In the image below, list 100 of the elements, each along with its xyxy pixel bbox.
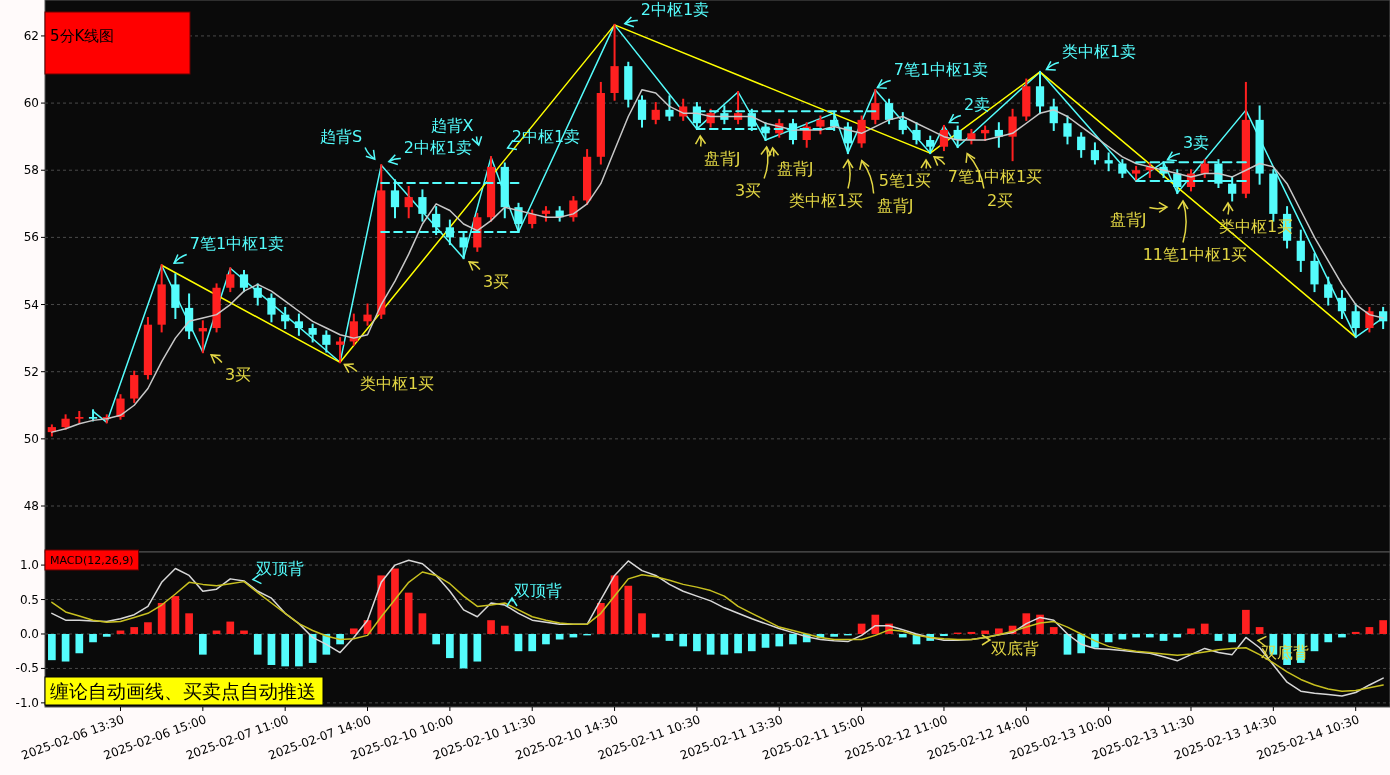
bar	[775, 633, 784, 647]
annotation: 缠论自动画线、买卖点自动推送	[50, 680, 316, 702]
bar	[1187, 628, 1195, 634]
bar	[1255, 627, 1264, 634]
candlestick	[871, 88, 880, 125]
bar	[1310, 633, 1319, 652]
bar	[102, 633, 111, 637]
y-tick-label: 54	[23, 297, 39, 312]
annotation: 盘背J	[1109, 209, 1147, 229]
candlestick	[239, 269, 249, 293]
bar	[377, 575, 386, 634]
bar	[789, 633, 797, 645]
y-tick-label: 58	[23, 163, 39, 178]
bar	[89, 633, 97, 643]
candlestick	[418, 189, 427, 222]
chart-title: MACD(12,26,9)	[50, 553, 134, 567]
candlestick	[1337, 290, 1347, 319]
bar	[1049, 627, 1058, 634]
candlestick	[939, 124, 949, 152]
candlestick	[1310, 253, 1319, 293]
bar	[747, 633, 756, 652]
annotation: 2卖	[963, 94, 991, 114]
bar	[349, 628, 358, 634]
annotation: 类中枢1卖	[1061, 41, 1137, 61]
candlestick	[637, 95, 647, 128]
bar	[940, 633, 948, 637]
candlestick	[884, 98, 894, 125]
candlestick	[294, 313, 304, 336]
bar	[75, 633, 84, 654]
annotation: 2买	[986, 190, 1014, 210]
bar	[693, 633, 701, 652]
candlestick	[404, 186, 413, 219]
annotation: 7笔1中枢1卖	[189, 233, 285, 253]
candlestick	[363, 303, 372, 326]
candlestick	[1351, 303, 1360, 339]
annotation: 5笔1买	[878, 170, 932, 190]
bar	[1338, 633, 1346, 638]
bar	[432, 633, 440, 645]
annotation: 7笔1中枢1卖	[893, 59, 989, 79]
y-tick-label: 48	[23, 499, 39, 513]
y-tick-label: -0.5	[15, 661, 39, 676]
annotation: 3买	[482, 271, 510, 291]
annotation: 11笔1中枢1买	[1142, 244, 1248, 264]
y-tick-label: 56	[23, 230, 39, 245]
annotation: 盘背J	[876, 195, 914, 215]
text: 5分K线图	[50, 27, 115, 45]
candlestick	[1324, 276, 1333, 306]
bar	[281, 633, 290, 667]
annotation: 趋背S	[319, 126, 363, 146]
bar	[679, 633, 688, 647]
bar	[144, 622, 152, 634]
bar	[1145, 633, 1154, 638]
candlestick	[1063, 115, 1072, 145]
candlestick	[651, 102, 660, 125]
candlestick	[116, 394, 125, 420]
bar	[157, 602, 166, 634]
bar	[514, 633, 523, 652]
bar	[1242, 609, 1250, 634]
annotation: 3买	[734, 180, 762, 200]
candlestick	[1296, 229, 1305, 272]
candlestick	[267, 293, 276, 323]
y-tick-label: 0.5	[19, 592, 39, 607]
candlestick	[1365, 306, 1374, 333]
candlestick	[1077, 132, 1086, 158]
bar	[597, 602, 605, 634]
annotation: 双顶背	[256, 558, 304, 578]
line-series	[160, 24, 1357, 364]
bar	[1173, 633, 1182, 638]
bar	[240, 630, 248, 634]
y-tick-label: 62	[23, 28, 39, 43]
bar	[226, 621, 235, 634]
candlestick	[857, 115, 866, 148]
bar	[48, 633, 56, 661]
bar	[665, 633, 674, 641]
bar	[651, 633, 660, 638]
annotation: 盘背J	[776, 158, 814, 178]
y-tick-label: 1.0	[19, 558, 39, 573]
candlestick	[665, 95, 674, 121]
bar	[61, 633, 70, 662]
annotation: 3卖	[1182, 132, 1210, 152]
bar	[267, 633, 276, 665]
y-tick-label: -1.0	[15, 695, 39, 710]
candlestick	[75, 410, 84, 424]
annotation: 2中枢1卖	[640, 0, 710, 19]
bar	[198, 633, 207, 655]
annotation: 趋背X	[430, 115, 474, 135]
candlestick	[1049, 98, 1058, 131]
bar	[1351, 631, 1360, 634]
candlestick	[569, 196, 578, 222]
bar	[528, 633, 537, 652]
candlestick	[226, 267, 235, 293]
bar	[734, 633, 742, 654]
candlestick	[1008, 108, 1017, 162]
bar	[898, 633, 907, 638]
bar	[500, 625, 509, 634]
bar	[555, 633, 564, 640]
bar	[404, 592, 413, 634]
bar	[391, 568, 399, 634]
bar	[185, 613, 193, 634]
bar	[1200, 623, 1209, 634]
